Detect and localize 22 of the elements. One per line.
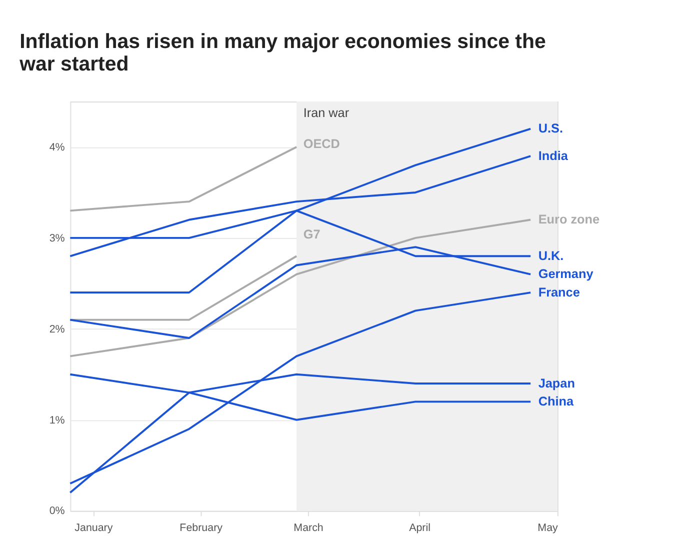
series-label: U.K. — [538, 249, 564, 264]
x-tick-label: February — [180, 522, 224, 534]
x-tick-label: March — [294, 522, 324, 534]
x-tick-label: April — [409, 522, 430, 534]
series-label: Euro zone — [538, 212, 600, 227]
series-label: OECD — [303, 136, 340, 151]
band-label: Iran war — [303, 106, 350, 120]
chart-title: Inflation has risen in many major economies since the war started — [18, 30, 546, 76]
x-tick-label: January — [74, 522, 114, 534]
y-tick-label: 1% — [49, 414, 66, 426]
series-label: G7 — [303, 228, 320, 242]
series-label: U.S. — [538, 122, 563, 136]
y-tick-label: 0% — [49, 505, 66, 518]
series-label: China — [538, 394, 574, 409]
x-tick-label: May — [538, 522, 559, 534]
y-tick-label: 4% — [49, 141, 66, 154]
series-label: France — [538, 285, 580, 300]
y-tick-label: 3% — [49, 232, 66, 244]
series-label: Germany — [538, 267, 594, 282]
y-tick-label: 2% — [49, 323, 66, 336]
series-label: Japan — [538, 376, 575, 390]
series-label: India — [538, 148, 569, 163]
